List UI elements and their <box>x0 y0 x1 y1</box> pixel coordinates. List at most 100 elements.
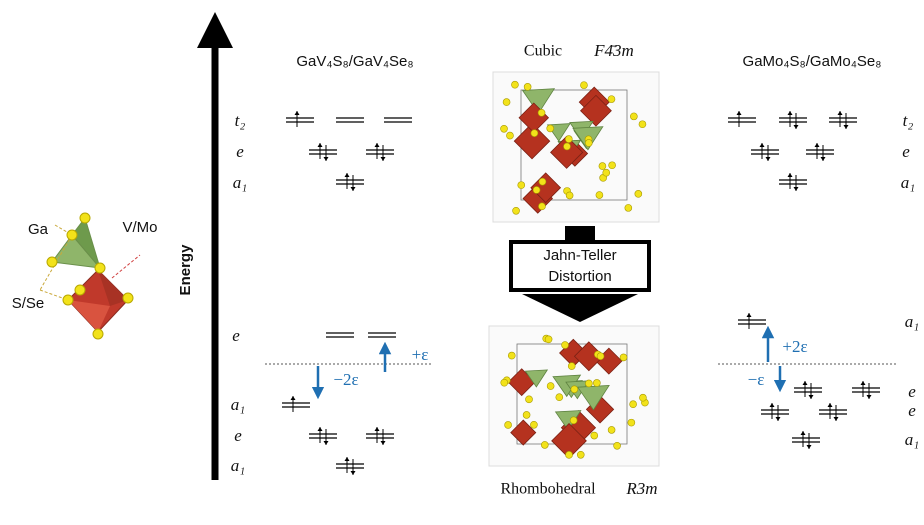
atom <box>523 411 530 418</box>
atom <box>508 352 515 359</box>
electron-head <box>351 471 356 475</box>
atom <box>585 380 592 387</box>
electron-head <box>776 417 781 421</box>
atom <box>566 192 573 199</box>
electron-head <box>381 441 386 445</box>
cubic-space-group: F4̄3m <box>593 41 634 60</box>
cluster-label: Ga <box>28 221 49 238</box>
atom <box>591 432 598 439</box>
atom <box>625 204 632 211</box>
electron-head <box>291 396 296 400</box>
electron-head <box>788 111 793 115</box>
atom <box>505 421 512 428</box>
electron-head <box>760 143 765 147</box>
electron-head <box>821 157 826 161</box>
atom <box>608 96 615 103</box>
level-label: e <box>236 142 244 161</box>
split-label: −2ε <box>333 370 358 389</box>
electron-head <box>828 403 833 407</box>
split-label: +2ε <box>782 337 807 356</box>
atom <box>526 396 533 403</box>
electron-head <box>318 143 323 147</box>
level-label: t₂ <box>235 111 246 130</box>
atom <box>501 125 508 132</box>
electron-head <box>318 427 323 431</box>
level-label: a₁ <box>905 312 919 331</box>
atom <box>599 163 606 170</box>
level-label: a₁ <box>231 456 245 475</box>
atom <box>511 81 518 88</box>
atom <box>538 203 545 210</box>
electron-head <box>747 313 752 317</box>
level-label: t₂ <box>903 111 914 130</box>
atom <box>524 83 531 90</box>
atom <box>585 139 592 146</box>
electron-head <box>794 125 799 129</box>
atom <box>566 451 573 458</box>
level-label: a₁ <box>231 395 245 414</box>
atom <box>539 178 546 185</box>
atom <box>596 192 603 199</box>
atom <box>593 379 600 386</box>
atom <box>513 207 520 214</box>
electron-head <box>861 381 866 385</box>
electron-head <box>834 417 839 421</box>
atom <box>630 401 637 408</box>
atom <box>580 82 587 89</box>
atom <box>538 109 545 116</box>
level-label: a₁ <box>901 173 915 192</box>
atom <box>541 441 548 448</box>
electron-head <box>794 187 799 191</box>
atom <box>506 132 513 139</box>
atom <box>571 386 578 393</box>
jt-line2: Distortion <box>548 268 611 285</box>
electron-head <box>345 457 350 461</box>
atom <box>597 353 604 360</box>
electron-head <box>381 157 386 161</box>
electron-head <box>295 111 300 115</box>
atom <box>547 125 554 132</box>
electron-head <box>815 143 820 147</box>
energy-arrowhead <box>197 12 233 48</box>
atom <box>556 394 563 401</box>
left-compound: GaV₄S₈/GaV₄Se₈ <box>296 53 413 70</box>
electron-head <box>867 395 872 399</box>
level-label: e <box>908 382 916 401</box>
jt-head <box>522 294 638 322</box>
atom <box>614 442 621 449</box>
atom <box>639 121 646 128</box>
electron-head <box>807 445 812 449</box>
level-label: a₁ <box>905 430 919 449</box>
electron-head <box>770 403 775 407</box>
level-label: e <box>232 326 240 345</box>
electron-head <box>324 441 329 445</box>
electron-head <box>324 157 329 161</box>
electron-head <box>788 173 793 177</box>
atom <box>563 143 570 150</box>
jt-line1: Jahn-Teller <box>543 247 616 264</box>
atom <box>628 419 635 426</box>
cubic-name: Cubic <box>524 43 562 60</box>
level-label: e <box>908 401 916 420</box>
atom <box>635 190 642 197</box>
electron-head <box>375 143 380 147</box>
atom <box>501 379 508 386</box>
atom <box>603 169 610 176</box>
cluster-label: S/Se <box>12 295 45 312</box>
atom <box>533 186 540 193</box>
atom <box>570 417 577 424</box>
rhombo-name: Rhombohedral <box>500 481 596 498</box>
atom <box>620 354 627 361</box>
atom <box>531 130 538 137</box>
electron-head <box>844 125 849 129</box>
split-label: +ε <box>412 345 429 364</box>
rhombo-space-group: R3m <box>625 479 657 498</box>
electron-head <box>351 187 356 191</box>
jt-stem <box>565 226 595 242</box>
atom <box>630 113 637 120</box>
atom <box>545 336 552 343</box>
electron-head <box>737 111 742 115</box>
electron-head <box>345 173 350 177</box>
atom <box>577 451 584 458</box>
figure: Energy GaV₄S₈/GaV₄Se₈ GaMo₄S₈/GaMo₄Se₈ C… <box>0 0 924 525</box>
